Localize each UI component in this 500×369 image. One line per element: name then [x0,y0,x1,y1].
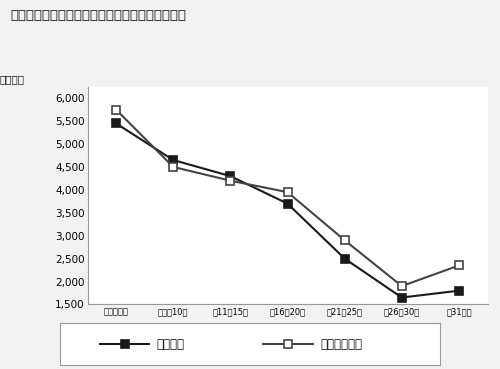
新規登録物件 [228,179,234,183]
新規登録物件 [170,165,176,169]
Line: 成約物件: 成約物件 [112,119,463,302]
新規登録物件 [113,107,119,112]
Text: 新規登録物件: 新規登録物件 [320,338,362,351]
新規登録物件 [399,284,405,288]
成約物件 [113,121,119,125]
Text: 図表６－１　中古マンションの築年帯別平均価格: 図表６－１ 中古マンションの築年帯別平均価格 [10,9,186,22]
成約物件 [228,174,234,178]
Text: （万円）: （万円） [0,75,24,85]
成約物件 [399,295,405,300]
Text: 成約物件: 成約物件 [157,338,185,351]
Line: 新規登録物件: 新規登録物件 [112,106,463,290]
成約物件 [284,201,290,206]
新規登録物件 [284,190,290,194]
新規登録物件 [342,238,347,242]
成約物件 [342,256,347,261]
新規登録物件 [456,263,462,268]
成約物件 [170,158,176,162]
成約物件 [456,289,462,293]
